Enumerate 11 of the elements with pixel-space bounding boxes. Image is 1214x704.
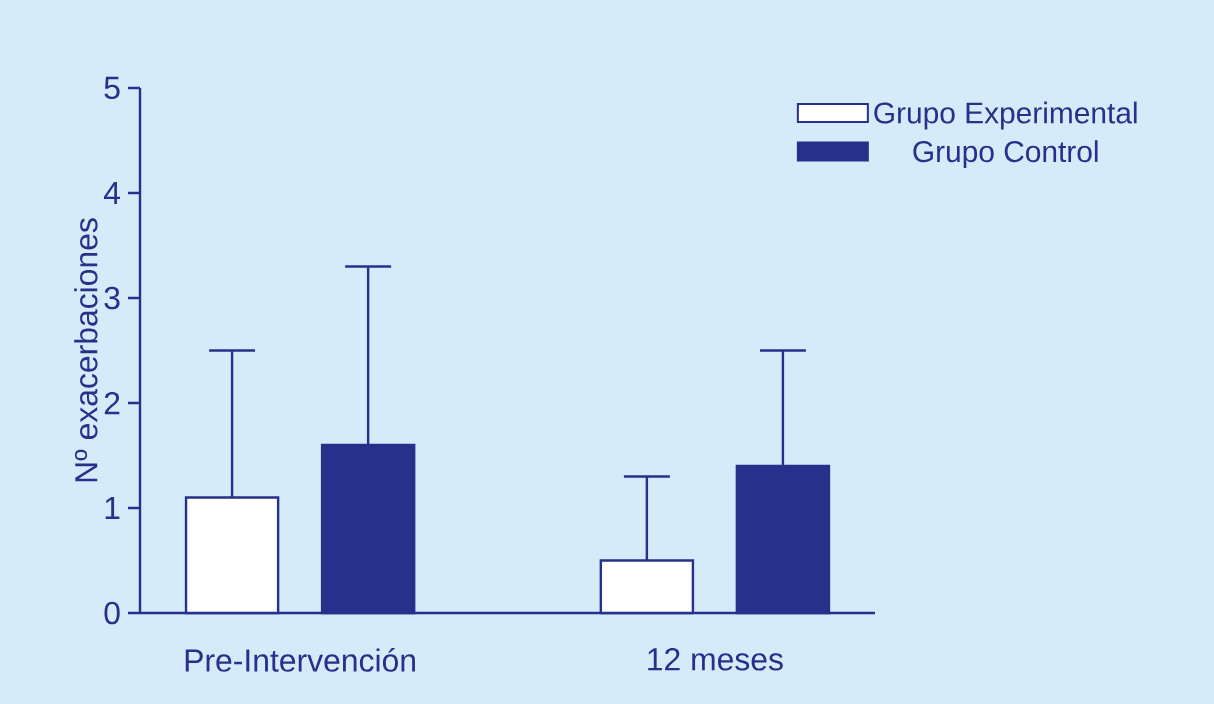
y-axis-title: Nº exacerbaciones	[74, 218, 98, 482]
legend-label: Grupo Experimental	[874, 101, 1137, 130]
y-tick-label: 5	[104, 76, 120, 100]
x-tick-label: 12 meses	[648, 648, 783, 671]
y-tick-label: 0	[104, 601, 120, 625]
legend-label: Grupo Control	[913, 140, 1098, 169]
y-tick-label: 3	[104, 286, 120, 310]
y-tick-label: 2	[104, 391, 120, 415]
y-tick-label: 1	[105, 497, 120, 519]
y-tick-label: 4	[103, 182, 121, 204]
x-tick-label: Pre-Intervención	[185, 648, 415, 672]
